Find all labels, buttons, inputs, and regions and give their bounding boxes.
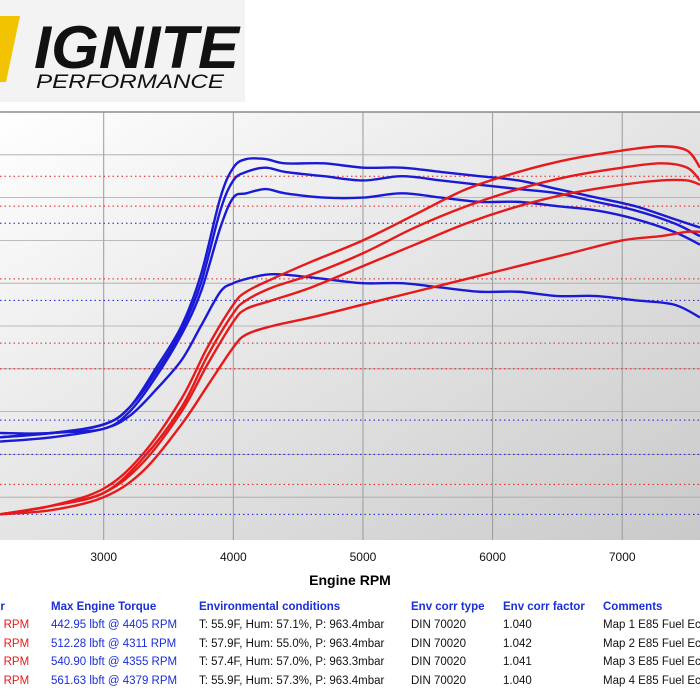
table-cell: 561.63 lbft @ 4379 RPM	[51, 674, 178, 687]
table-row: 5 RPM 540.90 lbft @ 4355 RPM T: 57.4F, Hum…	[0, 653, 700, 671]
table-cell: Map 1 E85 Fuel Ec	[603, 619, 700, 631]
table-cell: DIN 70020	[411, 619, 466, 631]
table-cell: Map 3 E85 Fuel Ec	[603, 656, 700, 668]
table-cell: 1.041	[503, 656, 532, 668]
table-cell: 540.90 lbft @ 4355 RPM	[51, 656, 178, 668]
torque-curve-2	[0, 166, 700, 439]
ignite-performance-logo: IGNITE PERFORMANCE	[0, 0, 245, 102]
header-cell: Env corr type	[411, 601, 485, 613]
table-cell: Map 4 E85 Fuel Ec	[603, 674, 700, 687]
header-cell: Comments	[603, 601, 663, 613]
table-cell: 8 RPM	[0, 674, 30, 687]
table-cell: 5 RPM	[0, 637, 30, 650]
x-tick-label: 4000	[219, 550, 247, 564]
table-cell: T: 57.9F, Hum: 55.0%, P: 963.4mbar	[199, 637, 385, 650]
table-cell: T: 57.4F, Hum: 57.0%, P: 963.3mbar	[199, 656, 385, 668]
table-cell: DIN 70020	[411, 674, 466, 687]
torque-curve-3	[0, 187, 700, 439]
logo-wordmark: IGNITE	[34, 14, 241, 81]
table-row: 8 RPM 561.63 lbft @ 4379 RPM T: 55.9F, Hum…	[0, 672, 700, 690]
header-cell: Environmental conditions	[199, 601, 341, 613]
logo-tagline: PERFORMANCE	[36, 72, 224, 93]
logo-accent-shape	[0, 16, 20, 82]
table-cell: 1.040	[503, 619, 532, 631]
results-table: er Max Engine Torque Environmental condi…	[0, 598, 700, 700]
header-cell: er	[0, 601, 5, 613]
table-cell: 1.040	[503, 674, 532, 687]
grid-lines	[0, 112, 700, 540]
power-curve-2	[0, 162, 700, 516]
table-cell: 512.28 lbft @ 4311 RPM	[51, 637, 177, 650]
table-cell: DIN 70020	[411, 637, 466, 650]
x-tick-label: 3000	[90, 550, 118, 564]
header-cell: Max Engine Torque	[51, 601, 157, 613]
table-cell: T: 55.9F, Hum: 57.1%, P: 963.4mbar	[199, 619, 385, 631]
results-table-header: er Max Engine Torque Environmental condi…	[0, 598, 700, 616]
power-curve-3	[0, 178, 700, 516]
table-cell: T: 55.9F, Hum: 57.3%, P: 963.4mbar	[199, 674, 385, 687]
table-cell: 1.042	[503, 637, 532, 650]
x-axis-label: Engine RPM	[309, 572, 391, 588]
torque-curve-1	[0, 157, 700, 435]
table-cell: 5 RPM	[0, 656, 30, 668]
table-row: 2 RPM 442.95 lbft @ 4405 RPM T: 55.9F, Hum…	[0, 616, 700, 634]
dyno-chart	[0, 111, 700, 540]
power-curve-1	[0, 145, 700, 516]
table-cell: DIN 70020	[411, 656, 466, 668]
x-tick-label: 7000	[608, 550, 636, 564]
table-row: 5 RPM 512.28 lbft @ 4311 RPM T: 57.9F, Hum…	[0, 635, 700, 653]
header-cell: Env corr factor	[503, 601, 585, 613]
torque-curve-4	[0, 272, 700, 443]
x-axis: 3000 4000 5000 6000 7000 Engine RPM	[0, 540, 700, 598]
table-cell: Map 2 E85 Fuel Ec	[603, 637, 700, 650]
power-curve-4	[0, 230, 700, 516]
table-cell: 2 RPM	[0, 619, 30, 631]
table-cell: 442.95 lbft @ 4405 RPM	[51, 619, 178, 631]
series-layer	[0, 145, 700, 516]
x-tick-label: 5000	[349, 550, 377, 564]
x-tick-label: 6000	[479, 550, 506, 564]
